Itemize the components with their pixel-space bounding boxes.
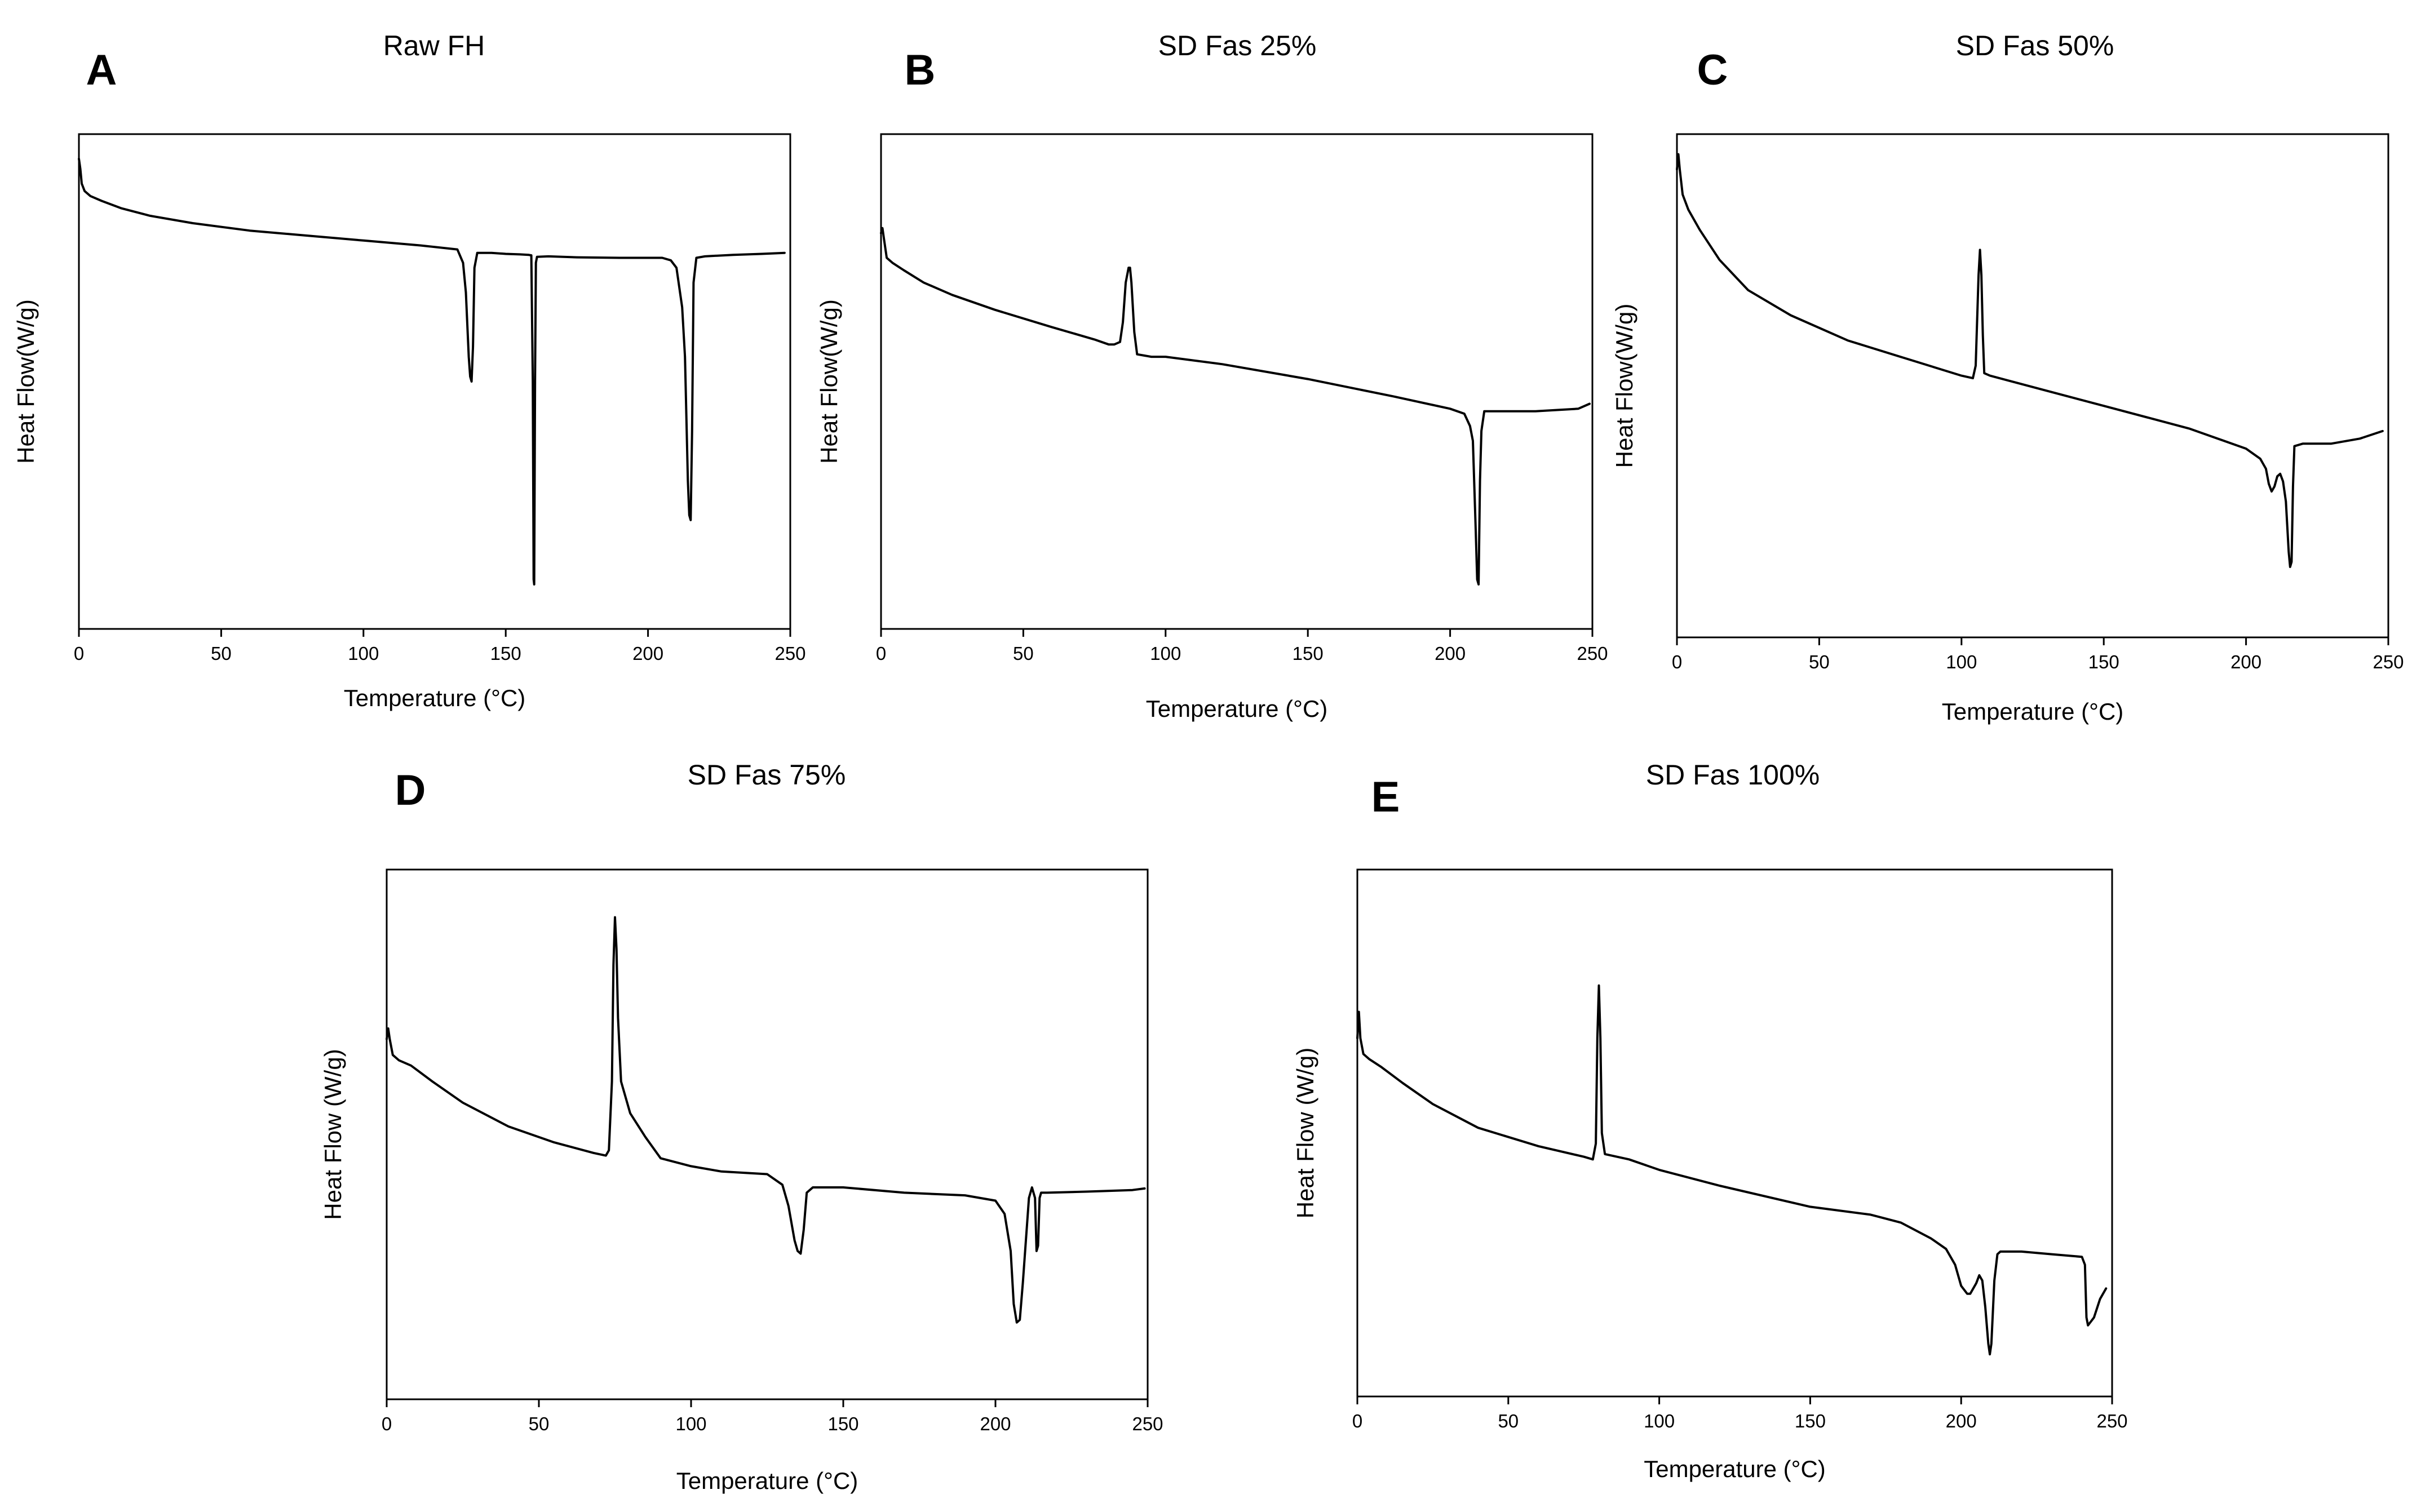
x-tick-label: 250 bbox=[2096, 1411, 2127, 1431]
x-tick-label: 0 bbox=[74, 643, 84, 664]
plot-frame bbox=[1356, 868, 2113, 1398]
x-tick-label: 100 bbox=[1946, 651, 1977, 672]
dsc-panel-a: A Raw FH 0 50 100 150 200 250 Temperature (°C) He… bbox=[12, 30, 806, 711]
panel-title: Raw FH bbox=[383, 30, 485, 61]
x-tick-label: 200 bbox=[1435, 643, 1466, 664]
x-tick-label: 100 bbox=[675, 1413, 706, 1434]
panel-letter: E bbox=[1371, 773, 1400, 821]
plot-frame bbox=[880, 133, 1594, 630]
x-tick-label: 200 bbox=[980, 1413, 1011, 1434]
plot-frame bbox=[1676, 133, 2389, 639]
x-axis-label: Temperature (°C) bbox=[1146, 695, 1328, 722]
x-tick-label: 200 bbox=[632, 643, 663, 664]
panel-title: SD Fas 50% bbox=[1956, 30, 2114, 61]
x-tick-label: 250 bbox=[1577, 643, 1608, 664]
panel-letter: B bbox=[905, 46, 936, 94]
panel-title: SD Fas 100% bbox=[1646, 759, 1820, 791]
x-tick-label: 100 bbox=[1644, 1411, 1675, 1431]
heat-flow-trace bbox=[1676, 153, 2384, 568]
x-tick-label: 100 bbox=[348, 643, 379, 664]
heat-flow-trace bbox=[880, 227, 1591, 586]
dsc-panel-c: C SD Fas 50% 0 50 100 150 200 250 Temperature (°… bbox=[1611, 30, 2404, 725]
x-tick-label: 50 bbox=[1809, 651, 1830, 672]
x-tick-label: 150 bbox=[490, 643, 521, 664]
x-tick-label: 150 bbox=[827, 1413, 858, 1434]
x-tick-label: 250 bbox=[1132, 1413, 1163, 1434]
x-tick-label: 150 bbox=[1795, 1411, 1826, 1431]
x-tick-label: 150 bbox=[1293, 643, 1324, 664]
y-axis-label: Heat Flow(W/g) bbox=[816, 299, 842, 464]
panel-title: SD Fas 75% bbox=[688, 759, 846, 791]
x-tick-label: 50 bbox=[211, 643, 232, 664]
x-tick-label: 0 bbox=[876, 643, 886, 664]
x-tick-label: 200 bbox=[2230, 651, 2261, 672]
panel-letter: A bbox=[86, 46, 117, 94]
x-axis-label: Temperature (°C) bbox=[1644, 1456, 1826, 1482]
x-tick-label: 150 bbox=[2088, 651, 2119, 672]
heat-flow-trace bbox=[78, 157, 786, 586]
panel-letter: D bbox=[395, 766, 426, 814]
x-tick-label: 0 bbox=[1672, 651, 1682, 672]
x-tick-label: 50 bbox=[1013, 643, 1034, 664]
heat-flow-trace bbox=[386, 916, 1146, 1324]
y-axis-label: Heat Flow(W/g) bbox=[12, 299, 39, 464]
y-axis-label: Heat Flow(W/g) bbox=[1611, 304, 1637, 468]
x-tick-label: 250 bbox=[774, 643, 805, 664]
y-axis-label: Heat Flow (W/g) bbox=[1292, 1048, 1318, 1218]
panel-title: SD Fas 25% bbox=[1158, 30, 1317, 61]
x-axis-label: Temperature (°C) bbox=[344, 685, 526, 711]
x-tick-label: 0 bbox=[382, 1413, 392, 1434]
y-axis-label: Heat Flow (W/g) bbox=[320, 1049, 346, 1220]
x-tick-label: 50 bbox=[1498, 1411, 1519, 1431]
dsc-panel-e: E SD Fas 100% 0 50 100 150 200 250 Temperature (… bbox=[1292, 759, 2128, 1482]
dsc-panel-b: B SD Fas 25% 0 50 100 150 200 250 Temperature (°… bbox=[816, 30, 1608, 722]
heat-flow-trace bbox=[1356, 984, 2108, 1356]
x-tick-label: 250 bbox=[2373, 651, 2404, 672]
x-axis-label: Temperature (°C) bbox=[1942, 698, 2124, 725]
plot-frame bbox=[386, 868, 1149, 1400]
x-tick-label: 50 bbox=[529, 1413, 550, 1434]
x-axis-label: Temperature (°C) bbox=[676, 1467, 858, 1494]
plot-frame bbox=[78, 133, 791, 630]
x-tick-label: 100 bbox=[1150, 643, 1181, 664]
x-tick-label: 0 bbox=[1352, 1411, 1362, 1431]
x-tick-label: 200 bbox=[1946, 1411, 1977, 1431]
dsc-panel-d: D SD Fas 75% 0 50 100 150 200 250 Temperature (°… bbox=[320, 759, 1163, 1494]
panel-letter: C bbox=[1697, 46, 1728, 94]
